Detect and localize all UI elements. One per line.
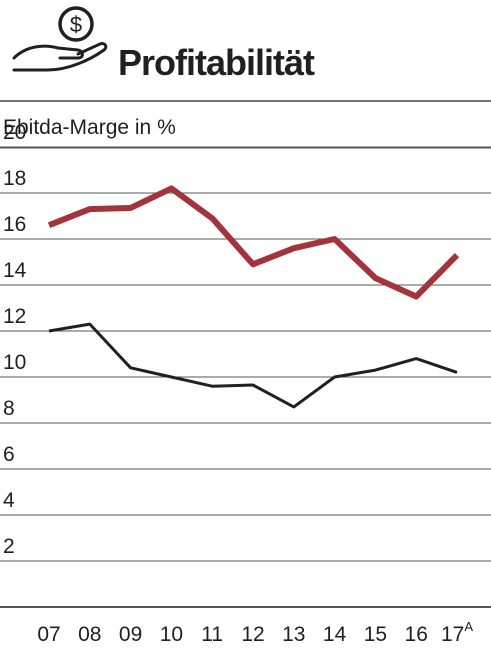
gridlines	[0, 146, 491, 562]
y-tick-label: 2	[3, 535, 15, 558]
x-tick-label: 07	[37, 623, 60, 646]
x-tick-label: 11	[201, 623, 223, 646]
chart-title: Profitabilität	[118, 42, 315, 83]
x-tick-label: 14	[323, 623, 347, 646]
x-tick-labels: 07 08 09 10 11 12 13 14 15 16 17A	[37, 619, 473, 646]
y-tick-label: 20	[3, 121, 26, 144]
y-tick-label: 6	[3, 443, 15, 466]
hand-holding-dollar-icon: $	[12, 6, 108, 72]
x-tick-label: 10	[160, 623, 183, 646]
x-tick-footnote: A	[464, 619, 473, 634]
y-tick-label: 8	[3, 397, 15, 420]
series-lines	[47, 185, 460, 409]
y-tick-label: 4	[3, 489, 15, 512]
x-tick-label: 09	[119, 623, 142, 646]
x-tick-label: 08	[78, 623, 101, 646]
y-tick-label: 18	[3, 167, 26, 190]
series-line-2	[48, 322, 458, 409]
x-tick-label: 17A	[441, 619, 473, 646]
y-tick-label: 16	[3, 213, 26, 236]
svg-text:$: $	[70, 12, 82, 37]
x-tick-label: 13	[282, 623, 305, 646]
y-tick-label: 12	[3, 305, 26, 328]
y-tick-labels: 2 4 6 8 10 12 14 16 18 20	[3, 121, 27, 558]
y-tick-label: 14	[3, 259, 27, 282]
y-tick-label: 10	[3, 351, 26, 374]
series-line-1	[47, 185, 460, 300]
x-tick-label: 16	[405, 623, 428, 646]
x-tick-label: 12	[241, 623, 264, 646]
x-tick-label: 15	[364, 623, 387, 646]
chart-header: $ Profitabilität	[0, 0, 491, 100]
y-axis-label: Ebitda-Marge in %	[3, 116, 176, 139]
